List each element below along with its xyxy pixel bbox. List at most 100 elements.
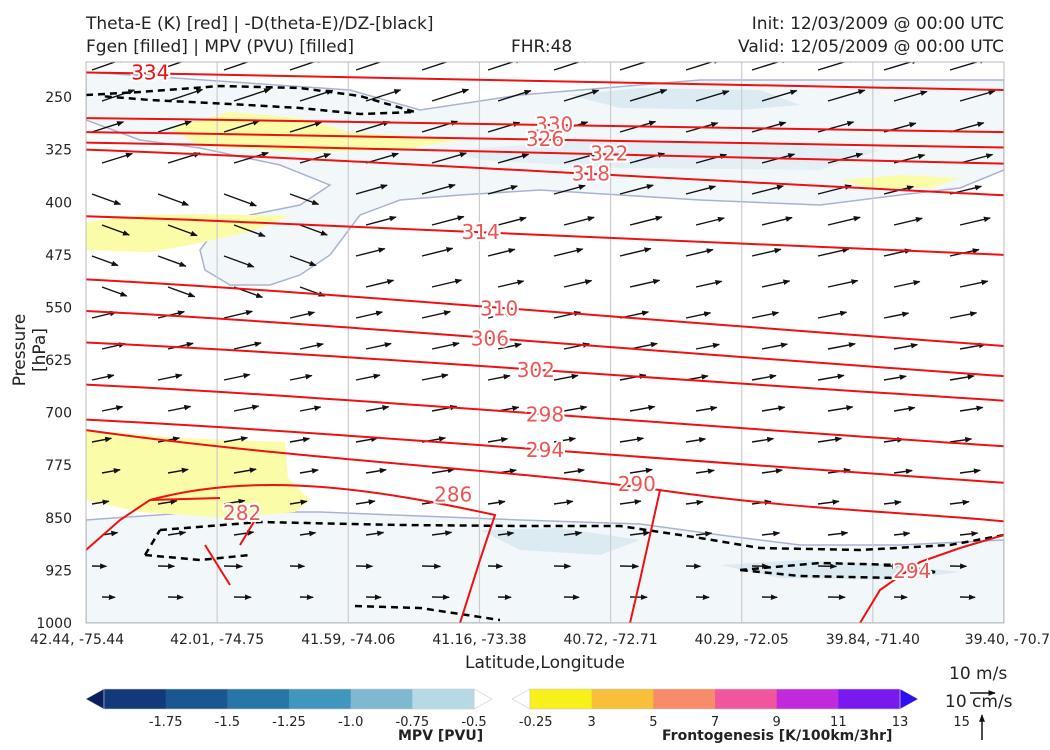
y-tick-label: 325 <box>45 143 72 159</box>
wind-vector <box>487 184 518 195</box>
wind-vector <box>157 373 183 381</box>
wind-vector <box>695 405 718 412</box>
wind-vector <box>233 151 269 164</box>
colorbar-swatch <box>289 689 352 709</box>
y-axis: 250 325 400 475 550 625 700 775 850 925 1000 <box>36 90 72 632</box>
colorbar-swatch <box>838 689 901 709</box>
wind-vector <box>883 62 919 71</box>
theta-e-label: 330 <box>535 112 573 136</box>
wind-vector <box>695 153 728 164</box>
wind-vector <box>223 120 260 133</box>
stability-contour <box>86 84 416 116</box>
wind-vector <box>959 279 989 288</box>
x-tick-label: 39.84, -71.40 <box>826 632 920 648</box>
wind-vector <box>893 405 916 412</box>
theta-e-label: 314 <box>462 220 500 244</box>
wind-vector <box>629 530 651 537</box>
wind-vector <box>685 499 704 506</box>
theta-e-label: 294 <box>526 438 564 462</box>
wind-vector <box>91 499 110 505</box>
wind-vector <box>289 374 313 381</box>
wind-vector <box>629 215 663 226</box>
wind-vector <box>289 62 325 71</box>
wind-vector <box>883 374 907 381</box>
colorbar-tick-label: 7 <box>711 715 719 730</box>
colorbar-swatch <box>350 689 413 709</box>
wind-vector <box>487 499 506 506</box>
wind-vector <box>751 311 780 319</box>
colorbar-swatch <box>227 689 290 709</box>
stability-contours <box>86 84 1004 622</box>
init-time: Init: 12/03/2009 @ 00:00 UTC <box>751 14 1004 34</box>
wind-vector <box>365 530 385 537</box>
colorbar-extend-low <box>85 688 105 710</box>
theta-e-label: 282 <box>223 501 261 525</box>
theta-e-contour <box>86 278 1004 348</box>
colorbar-frame <box>529 688 901 710</box>
wind-vector <box>563 279 593 288</box>
x-tick-label: 42.44, -75.44 <box>30 632 124 648</box>
y-tick-label: 775 <box>45 458 72 474</box>
wind-vector <box>685 248 714 257</box>
wind-vector <box>431 278 463 288</box>
x-tick-label: 40.29, -72.05 <box>695 632 789 648</box>
wind-vector <box>761 530 781 537</box>
wind-vector <box>101 468 121 474</box>
wind-vector <box>157 120 192 133</box>
wind-vector <box>629 278 661 288</box>
colorbar-tick-label: 9 <box>773 715 781 730</box>
y-tick-label: 550 <box>45 300 72 316</box>
valid-time: Valid: 12/05/2009 @ 00:00 UTC <box>738 37 1004 57</box>
wind-vector <box>91 193 122 206</box>
wind-vector <box>827 405 854 412</box>
wind-vector <box>233 404 260 412</box>
wind-vector <box>223 255 255 268</box>
wind-vector <box>893 217 923 226</box>
wind-vector <box>157 193 190 206</box>
fgen-patch-3 <box>86 430 310 518</box>
wind-vector <box>893 280 921 288</box>
wind-vector <box>827 342 856 350</box>
colorbar-swatch <box>653 689 716 709</box>
wind-vector <box>497 153 530 164</box>
wind-vector <box>685 311 712 319</box>
wind-vector <box>167 530 187 537</box>
wind-vector <box>487 374 511 381</box>
x-tick-label: 42.01, -74.75 <box>170 632 264 648</box>
theta-e-contour <box>86 141 1004 165</box>
wind-vector <box>91 373 115 381</box>
theta-e-label: 310 <box>480 296 518 320</box>
theta-e-contour <box>86 215 1004 256</box>
theta-e-label: 294 <box>893 559 931 583</box>
wind-vector <box>497 89 532 102</box>
wind-vector <box>817 62 857 71</box>
wind-vector <box>365 405 390 412</box>
wind-vector <box>883 499 902 506</box>
wind-vector <box>553 247 584 257</box>
wind-vector <box>695 468 715 474</box>
wind-vector <box>289 121 323 133</box>
wind-vector <box>497 530 515 537</box>
wind-vector <box>893 531 911 537</box>
wind-vector <box>223 193 257 207</box>
wind-vector <box>497 279 525 288</box>
wind-vector <box>751 121 787 133</box>
colorbar-tick-label: -1.25 <box>272 715 306 730</box>
wind-vector <box>355 247 386 257</box>
wind-vector <box>959 216 991 226</box>
y-tick-label: 400 <box>45 195 72 211</box>
wind-vector <box>619 62 659 71</box>
wind-vector <box>893 468 913 475</box>
theta-e-label: 286 <box>434 482 472 506</box>
x-tick-label: 40.72, -72.71 <box>564 632 658 648</box>
wind-vector <box>959 405 984 412</box>
wind-vector <box>101 286 128 297</box>
wind-vector <box>365 215 397 226</box>
y-tick-label: 700 <box>45 406 72 422</box>
wind-vector <box>751 62 789 71</box>
wind-vector <box>431 467 455 474</box>
colorbar-swatch <box>591 689 654 709</box>
wind-vector <box>233 341 262 350</box>
wind-vector <box>157 255 187 267</box>
wind-vector <box>553 62 591 71</box>
